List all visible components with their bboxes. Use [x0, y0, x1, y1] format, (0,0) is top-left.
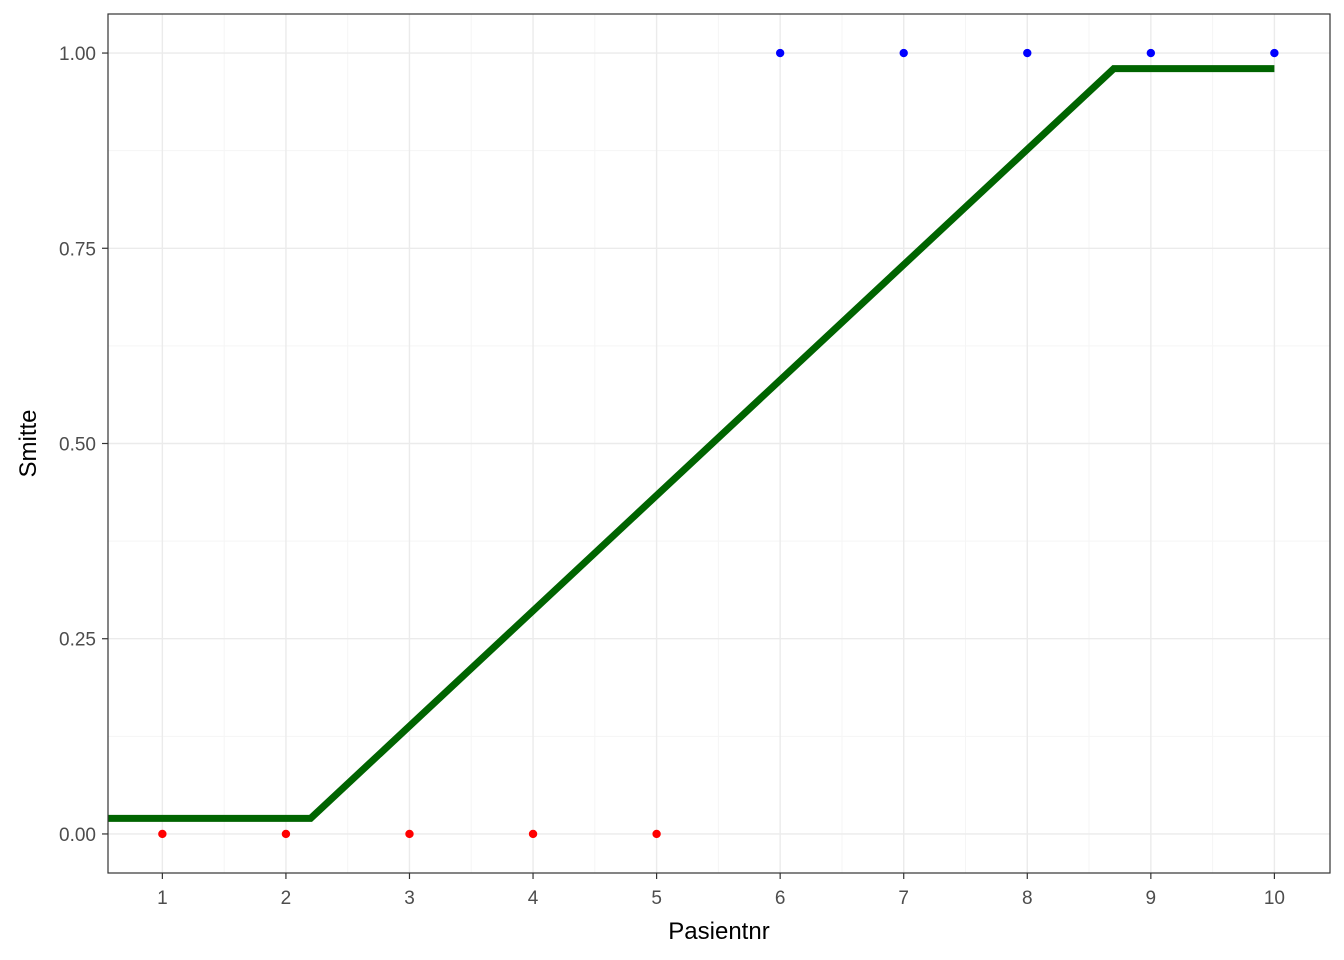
y-tick-label: 1.00 — [59, 44, 96, 65]
x-tick-label: 2 — [281, 888, 292, 909]
y-tick-label: 0.25 — [59, 630, 96, 651]
y-tick-label: 0.50 — [59, 435, 96, 456]
axes: 1 2 3 4 5 6 7 8 9 10 0.00 0.25 0.50 0.75 1.00 — [59, 44, 1285, 909]
data-point — [775, 48, 785, 58]
x-tick-label: 10 — [1264, 888, 1285, 909]
x-axis-title: Pasientnr — [668, 918, 769, 945]
data-point — [405, 829, 414, 839]
data-point — [158, 829, 167, 839]
y-tick-label: 0.75 — [59, 239, 96, 260]
grid — [108, 14, 1330, 873]
y-tick-label: 0.00 — [59, 825, 96, 846]
x-tick-label: 3 — [404, 888, 415, 909]
data-point — [1146, 48, 1156, 58]
x-tick-label: 1 — [157, 888, 168, 909]
data-point — [281, 829, 291, 839]
x-tick-label: 9 — [1146, 888, 1157, 909]
x-tick-label: 4 — [528, 888, 539, 909]
data-point — [899, 48, 908, 58]
trend-line — [108, 65, 1275, 822]
y-axis-title: Smitte — [15, 409, 42, 477]
data-point — [652, 829, 661, 839]
x-tick-label: 7 — [898, 888, 909, 909]
data-points — [158, 48, 1279, 839]
x-tick-label: 8 — [1022, 888, 1033, 909]
data-point — [1270, 48, 1279, 58]
x-tick-label: 6 — [775, 888, 786, 909]
data-point — [1023, 48, 1032, 58]
data-point — [528, 829, 538, 839]
x-tick-label: 5 — [651, 888, 662, 909]
trend-line-layer — [108, 65, 1275, 822]
